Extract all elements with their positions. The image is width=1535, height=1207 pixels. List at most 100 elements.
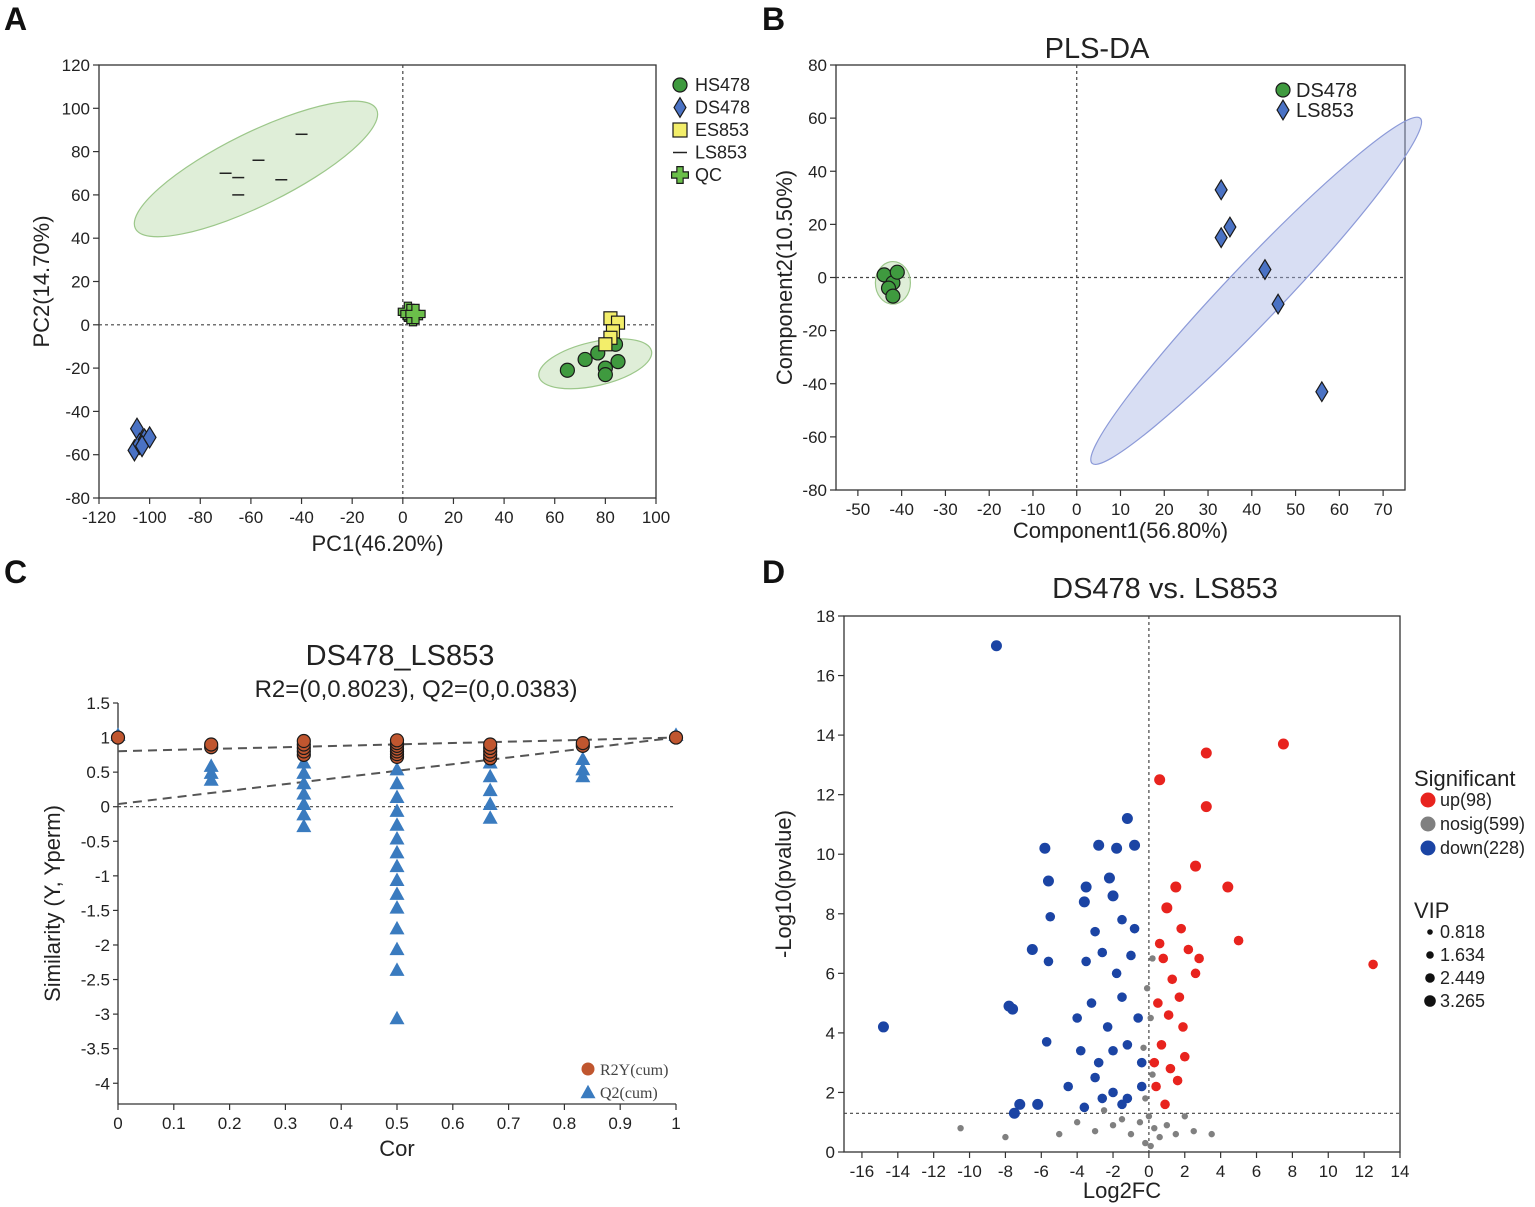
a-x-tick-label: 40 [495,508,514,527]
b-y-tick-label: 20 [808,215,827,234]
c-point-q2 [389,844,405,859]
a-x-tick-label: -60 [239,508,264,527]
d-point-nosig [1073,1119,1081,1126]
a-point-hs478 [577,351,593,368]
c-x-tick-label: 0.9 [608,1114,632,1133]
c-y-axis-label: Similarity (Y, Yperm) [40,805,65,1002]
c-point-q2 [203,772,219,786]
d-x-tick-label: 8 [1288,1162,1297,1181]
a-point-ds478 [134,434,150,458]
c-point-q2 [389,872,405,887]
a-x-tick-label: -20 [340,508,365,527]
d-point-up [1183,944,1194,955]
d-point-up [1165,1063,1176,1074]
d-point-down [1093,1057,1104,1068]
d-size-legend-label: 0.818 [1440,922,1485,942]
a-x-tick-label: 100 [642,508,670,527]
a-y-tick-label: -40 [65,402,90,421]
d-point-up [1172,1075,1183,1086]
c-y-tick-label: 1 [101,729,110,748]
b-point-ds478 [885,288,901,304]
c-point-r2y [668,730,684,745]
a-y-tick-label: 40 [71,229,90,248]
d-point-down [990,640,1002,652]
b-y-tick-label: 60 [808,109,827,128]
a-y-tick-label: 100 [62,99,90,118]
c-point-r2y [483,737,498,752]
d-legend-label-up: up(98) [1440,790,1492,810]
d-point-down [1008,1107,1020,1119]
c-legend-label-q2: Q2(cum) [600,1085,658,1102]
c-chart-title: DS478_LS853 [306,640,495,672]
a-y-tick-label: -20 [65,359,90,378]
c-x-tick-label: 0.3 [274,1114,298,1133]
a-x-axis-label: PC1(46.20%) [311,531,443,556]
d-point-down [1136,1081,1147,1092]
d-point-down [1129,923,1140,934]
c-y-tick-label: -1.5 [81,901,110,920]
c-x-tick-label: 0.5 [385,1114,409,1133]
d-point-down [1041,1037,1052,1047]
c-point-q2 [482,768,498,783]
d-point-nosig [1147,1014,1154,1022]
b-point-ls853 [1214,226,1228,249]
c-x-tick-label: 0 [113,1114,122,1133]
c-point-r2y [110,730,126,745]
d-point-down [1090,1072,1100,1083]
c-point-q2 [203,765,219,779]
chart-c-permutation: DS478_LS853 R2=(0,0.8023), Q2=(0,0.0383) 0… [40,640,684,1161]
d-legend-marker-up [1420,792,1436,808]
c-chart-subtitle: R2=(0,0.8023), Q2=(0,0.0383) [255,676,578,703]
d-point-down [1121,812,1133,824]
c-point-q2 [575,761,591,776]
d-point-up [1176,923,1186,934]
c-y-tick-label: 0.5 [86,763,110,782]
d-point-nosig [1142,1139,1149,1147]
d-size-legend-marker [1424,995,1436,1007]
d-point-down [1117,914,1127,925]
d-point-nosig [1149,1071,1156,1078]
d-y-tick-label: 10 [816,845,835,864]
d-x-tick-label: -4 [1070,1162,1085,1181]
chart-b-plsda: PLS-DA -50 -40 -30 -20 -10 0 10 20 30 40 50 60 70 -80 -… [772,33,1423,543]
d-x-tick-label: -16 [850,1162,875,1181]
c-legend-marker-q2 [580,1084,596,1099]
c-x-tick-label: 1 [671,1114,680,1133]
d-point-nosig [1100,1107,1108,1114]
a-y-tick-label: 0 [81,316,90,335]
c-y-tick-label: -0.5 [81,832,110,851]
a-point-hs478 [559,362,575,378]
d-x-tick-label: -8 [998,1162,1013,1181]
b-x-tick-label: 40 [1242,500,1261,519]
d-point-down [1133,1013,1143,1023]
d-legend-marker-down [1420,840,1436,856]
b-legend-marker-ls853 [1276,99,1290,121]
d-point-up [1174,992,1185,1002]
d-point-up [1153,998,1163,1008]
d-point-nosig [1056,1130,1063,1138]
b-point-ds478 [889,264,905,280]
d-point-up [1178,1022,1188,1032]
c-point-q2 [389,761,405,776]
a-legend-marker-qc [671,166,689,184]
d-point-up [1233,935,1244,946]
d-point-down [1039,842,1051,854]
c-point-q2 [203,758,219,772]
d-point-nosig [1140,1044,1147,1051]
chart-d-volcano: DS478 vs. LS853 -16 -14 -12 -10 -8 -6 -4 -2 0 2 4 6 8… [771,573,1525,1203]
d-y-tick-label: 18 [816,607,835,626]
d-y-tick-label: 12 [816,786,835,805]
a-legend-label-es853: ES853 [695,120,749,140]
d-x-axis-label: Log2FC [1083,1178,1161,1203]
c-x-tick-label: 0.7 [497,1114,521,1133]
c-y-tick-label: -4 [95,1074,110,1093]
d-point-up [1156,1040,1167,1050]
b-x-tick-label: 50 [1286,500,1305,519]
d-point-nosig [1143,985,1151,992]
a-y-axis-label: PC2(14.70%) [29,215,54,347]
c-point-q2 [482,810,498,824]
a-legend-marker-hs478 [672,77,688,93]
b-point-ls853 [1258,258,1272,281]
d-chart-title: DS478 vs. LS853 [1052,573,1278,605]
